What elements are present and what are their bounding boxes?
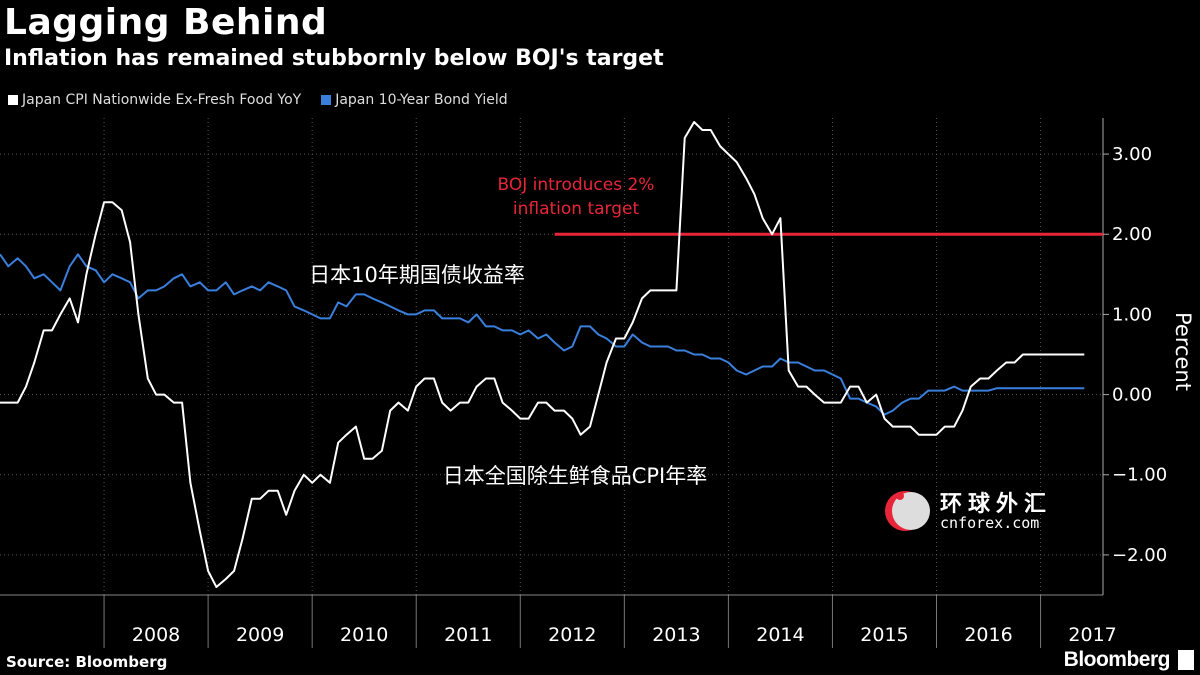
watermark-logo-icon (885, 491, 930, 531)
target-annotation: BOJ introduces 2% (498, 175, 655, 195)
y-tick-label: −1.00 (1112, 465, 1167, 486)
legend: Japan CPI Nationwide Ex-Fresh Food YoY J… (8, 92, 508, 108)
x-tick-label: 2012 (548, 624, 596, 646)
brand-icon (1178, 650, 1194, 670)
y-axis-label: Percent (1171, 312, 1195, 391)
legend-swatch-cpi (8, 95, 18, 105)
cpi-line (0, 121, 1085, 588)
y-tick-label: −2.00 (1112, 545, 1167, 566)
legend-label-cpi: Japan CPI Nationwide Ex-Fresh Food YoY (22, 92, 302, 108)
watermark-text-url: cnforex.com (940, 514, 1040, 532)
watermark-text-cn: 环球外汇 (940, 491, 1053, 517)
y-tick-label: 1.00 (1112, 304, 1152, 325)
x-tick-label: 2015 (860, 624, 908, 646)
brand-logo: Bloomberg (1063, 648, 1171, 671)
x-tick-label: 2017 (1068, 624, 1116, 646)
legend-item-bond: Japan 10-Year Bond Yield (321, 92, 508, 108)
watermark: 环球外汇 cnforex.com (880, 486, 1070, 536)
x-tick-label: 2013 (652, 624, 700, 646)
target-annotation: inflation target (513, 199, 640, 219)
y-tick-label: 2.00 (1112, 224, 1152, 245)
bond-label-cn: 日本10年期国债收益率 (309, 263, 525, 287)
y-tick-label: 0.00 (1112, 385, 1152, 406)
x-tick-label: 2011 (444, 624, 492, 646)
chart-subtitle: Inflation has remained stubbornly below … (4, 46, 664, 71)
legend-label-bond: Japan 10-Year Bond Yield (335, 92, 508, 108)
x-tick-label: 2010 (340, 624, 388, 646)
x-tick-label: 2016 (964, 624, 1012, 646)
legend-item-cpi: Japan CPI Nationwide Ex-Fresh Food YoY (8, 92, 301, 108)
x-tick-label: 2014 (756, 624, 804, 646)
x-tick-label: 2009 (236, 624, 284, 646)
chart-title: Lagging Behind (4, 2, 328, 43)
x-tick-label: 2008 (132, 624, 180, 646)
cpi-label-cn: 日本全国除生鲜食品CPI年率 (443, 464, 708, 488)
y-tick-label: 3.00 (1112, 144, 1152, 165)
bond-yield-line (0, 253, 1085, 416)
source-note: Source: Bloomberg (6, 653, 168, 671)
legend-swatch-bond (321, 95, 332, 105)
